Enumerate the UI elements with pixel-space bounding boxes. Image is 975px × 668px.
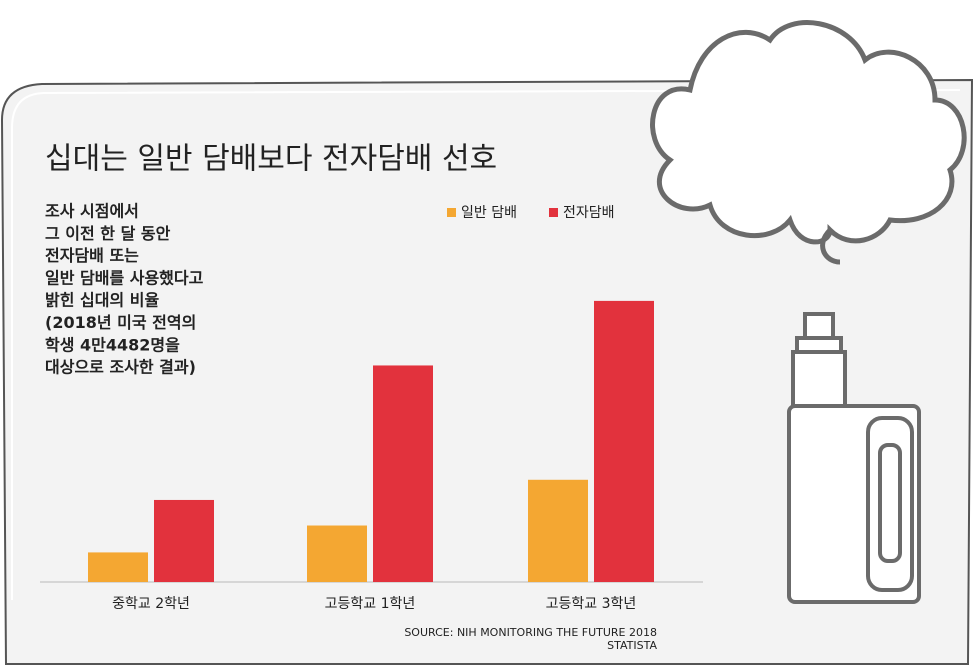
- description-line: 조사 시점에서: [45, 202, 139, 221]
- description-line: 학생 4만4482명을: [45, 335, 180, 354]
- legend-label: 일반 담배: [461, 205, 517, 221]
- source: STATISTA: [607, 639, 657, 652]
- description-line: 그 이전 한 달 동안: [45, 224, 171, 243]
- legend-swatch: [549, 208, 558, 217]
- source: SOURCE: NIH MONITORING THE FUTURE 2018: [404, 626, 657, 639]
- legend-swatch: [447, 208, 456, 217]
- frame-highlight: [11, 89, 961, 600]
- description-line: 밝힌 십대의 비율: [45, 291, 159, 310]
- bar: [88, 552, 148, 582]
- bar: [154, 499, 214, 582]
- description-line: (2018년 미국 전역의: [45, 313, 196, 332]
- legend-label: 전자담배: [563, 205, 615, 221]
- chart-title: 십대는 일반 담배보다 전자담배 선호: [45, 142, 497, 177]
- x-tick-label: 중학교 2학년: [112, 596, 190, 612]
- description-line: 일반 담배를 사용했다고: [45, 268, 204, 287]
- description-line: 전자담배 또는: [45, 246, 139, 265]
- x-tick-label: 고등학교 3학년: [546, 596, 637, 612]
- x-tick-label: 고등학교 1학년: [325, 596, 416, 612]
- vape-device: [787, 312, 921, 604]
- bar: [528, 479, 588, 582]
- bar: [594, 300, 654, 582]
- bar: [307, 525, 367, 582]
- bar: [373, 365, 433, 582]
- smoke-cloud: [650, 20, 967, 265]
- description-line: 대상으로 조사한 결과): [45, 358, 196, 377]
